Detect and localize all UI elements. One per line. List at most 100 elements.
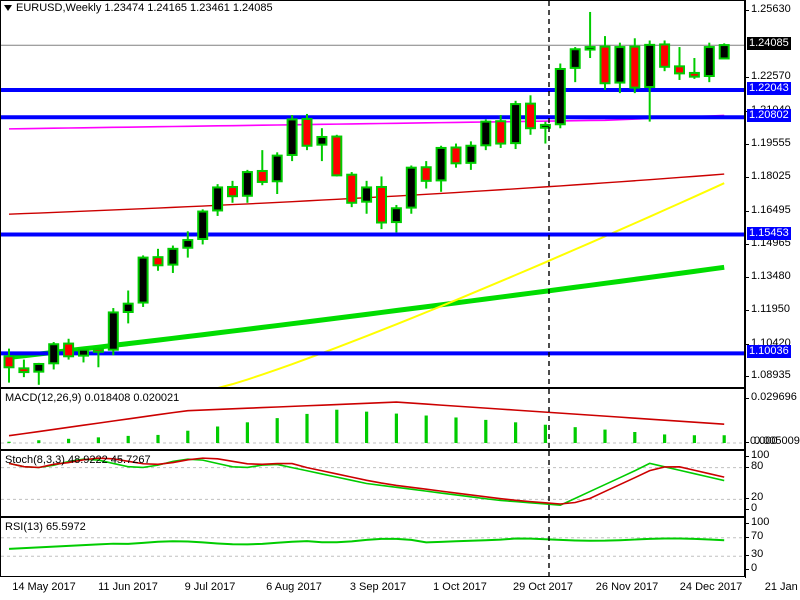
price-axis-tick-label: 1.13480 bbox=[751, 270, 791, 282]
candlestick bbox=[495, 115, 507, 148]
axis-tick bbox=[745, 277, 749, 278]
price-axis-tick-label: 1.19555 bbox=[751, 137, 791, 149]
rsi-line bbox=[8, 537, 725, 550]
axis-tick bbox=[745, 442, 749, 443]
time-axis-label: 1 Oct 2017 bbox=[433, 581, 487, 593]
candlestick bbox=[212, 184, 224, 216]
candlestick bbox=[435, 145, 447, 192]
price-axis-tick-label: 1.25630 bbox=[751, 3, 791, 15]
candlestick bbox=[346, 172, 358, 208]
candlestick bbox=[48, 342, 60, 370]
level-price-tag-3[interactable]: 1.10036 bbox=[747, 345, 791, 358]
level-price-tag-0[interactable]: 1.22043 bbox=[747, 82, 791, 95]
stochastic-axis-label: 20 bbox=[751, 491, 764, 503]
chevron-down-icon[interactable] bbox=[4, 5, 12, 11]
axis-tick bbox=[745, 211, 749, 212]
axis-tick bbox=[745, 498, 749, 499]
candlestick bbox=[465, 141, 477, 170]
axis-border bbox=[745, 0, 746, 578]
macd-axis-label: 0.029696 bbox=[751, 391, 797, 403]
rsi-axis-label: 30 bbox=[751, 548, 764, 560]
candlestick bbox=[152, 248, 164, 271]
candlestick bbox=[420, 161, 432, 189]
axis-tick bbox=[745, 537, 749, 538]
macd-svg bbox=[1, 389, 744, 449]
time-axis-label: 9 Jul 2017 bbox=[184, 581, 236, 593]
time-axis-label: 26 Nov 2017 bbox=[595, 581, 659, 593]
stochastic-axis-label: 80 bbox=[751, 460, 764, 472]
macd-axis-value-label: 0.005009 bbox=[754, 435, 800, 447]
candlestick bbox=[316, 128, 328, 162]
candlestick bbox=[167, 245, 179, 273]
candlestick bbox=[361, 180, 373, 214]
axis-tick bbox=[745, 10, 749, 11]
axis-tick bbox=[745, 467, 749, 468]
axis-tick bbox=[745, 310, 749, 311]
candlestick bbox=[703, 42, 715, 83]
axis-tick bbox=[745, 144, 749, 145]
macd-label: MACD(12,26,9) 0.018408 0.020021 bbox=[5, 392, 180, 404]
candlestick bbox=[674, 47, 685, 80]
time-axis-label: 14 May 2017 bbox=[12, 581, 76, 593]
candlestick bbox=[331, 134, 343, 177]
candlestick bbox=[286, 115, 298, 162]
candlestick bbox=[525, 95, 536, 135]
current-price-tag[interactable]: 1.24085 bbox=[747, 37, 791, 50]
macd-signal-line bbox=[8, 401, 725, 437]
level-price-tag-1[interactable]: 1.20802 bbox=[747, 109, 791, 122]
candlestick bbox=[480, 119, 492, 151]
time-axis: 14 May 2017 11 Jun 2017 9 Jul 2017 6 Aug 20… bbox=[0, 578, 800, 600]
stochastic-axis-label: 100 bbox=[751, 449, 770, 461]
level-price-tag-2[interactable]: 1.15453 bbox=[747, 227, 791, 240]
candlestick bbox=[390, 204, 402, 233]
axis-tick bbox=[745, 376, 749, 377]
candlestick bbox=[197, 209, 209, 245]
candlestick bbox=[241, 169, 253, 203]
candlestick bbox=[629, 38, 641, 94]
candlestick bbox=[569, 47, 581, 83]
axis-tick bbox=[745, 456, 749, 457]
candlestick bbox=[614, 42, 626, 94]
rsi-axis-label: 0 bbox=[751, 562, 758, 574]
time-axis-label: 21 Jan 2018 bbox=[764, 581, 800, 593]
candlestick bbox=[554, 63, 566, 129]
price-axis[interactable]: 1.256301.225701.210401.195551.180251.164… bbox=[745, 0, 800, 578]
axis-tick bbox=[745, 509, 749, 510]
candlestick bbox=[256, 150, 268, 186]
axis-tick bbox=[745, 569, 749, 570]
stochastic-axis-label: 0 bbox=[751, 502, 758, 514]
candlestick bbox=[718, 43, 730, 60]
price-chart-pane[interactable] bbox=[0, 0, 745, 388]
candlestick bbox=[33, 362, 45, 385]
price-axis-tick-label: 1.16495 bbox=[751, 204, 791, 216]
rsi-label: RSI(13) 65.5972 bbox=[5, 521, 86, 533]
rsi-pane[interactable] bbox=[0, 517, 745, 577]
stochastic-k-line bbox=[8, 458, 725, 507]
axis-tick bbox=[745, 344, 749, 345]
time-axis-label: 6 Aug 2017 bbox=[266, 581, 322, 593]
candlestick bbox=[182, 231, 194, 258]
ma-yellow-line bbox=[217, 182, 725, 387]
chart-title: EURUSD,Weekly 1.23474 1.24165 1.23461 1.… bbox=[16, 2, 273, 14]
macd-pane[interactable] bbox=[0, 388, 745, 450]
candlestick bbox=[301, 113, 313, 151]
candlestick bbox=[659, 40, 671, 72]
candlestick bbox=[376, 176, 387, 230]
stochastic-pane[interactable] bbox=[0, 450, 745, 517]
candlestick bbox=[405, 165, 417, 214]
axis-tick bbox=[745, 555, 749, 556]
candlestick bbox=[122, 290, 134, 324]
axis-tick bbox=[745, 77, 749, 78]
ma-magenta-line bbox=[8, 114, 725, 130]
time-axis-label: 29 Oct 2017 bbox=[513, 581, 573, 593]
axis-tick bbox=[745, 398, 749, 399]
axis-tick bbox=[745, 523, 749, 524]
candlestick bbox=[271, 152, 283, 194]
candlestick bbox=[63, 338, 75, 360]
price-axis-tick-label: 1.11950 bbox=[751, 303, 790, 315]
time-axis-label: 11 Jun 2017 bbox=[98, 581, 158, 593]
candlestick bbox=[644, 40, 656, 122]
candlestick bbox=[584, 11, 596, 59]
candlestick bbox=[450, 143, 462, 168]
